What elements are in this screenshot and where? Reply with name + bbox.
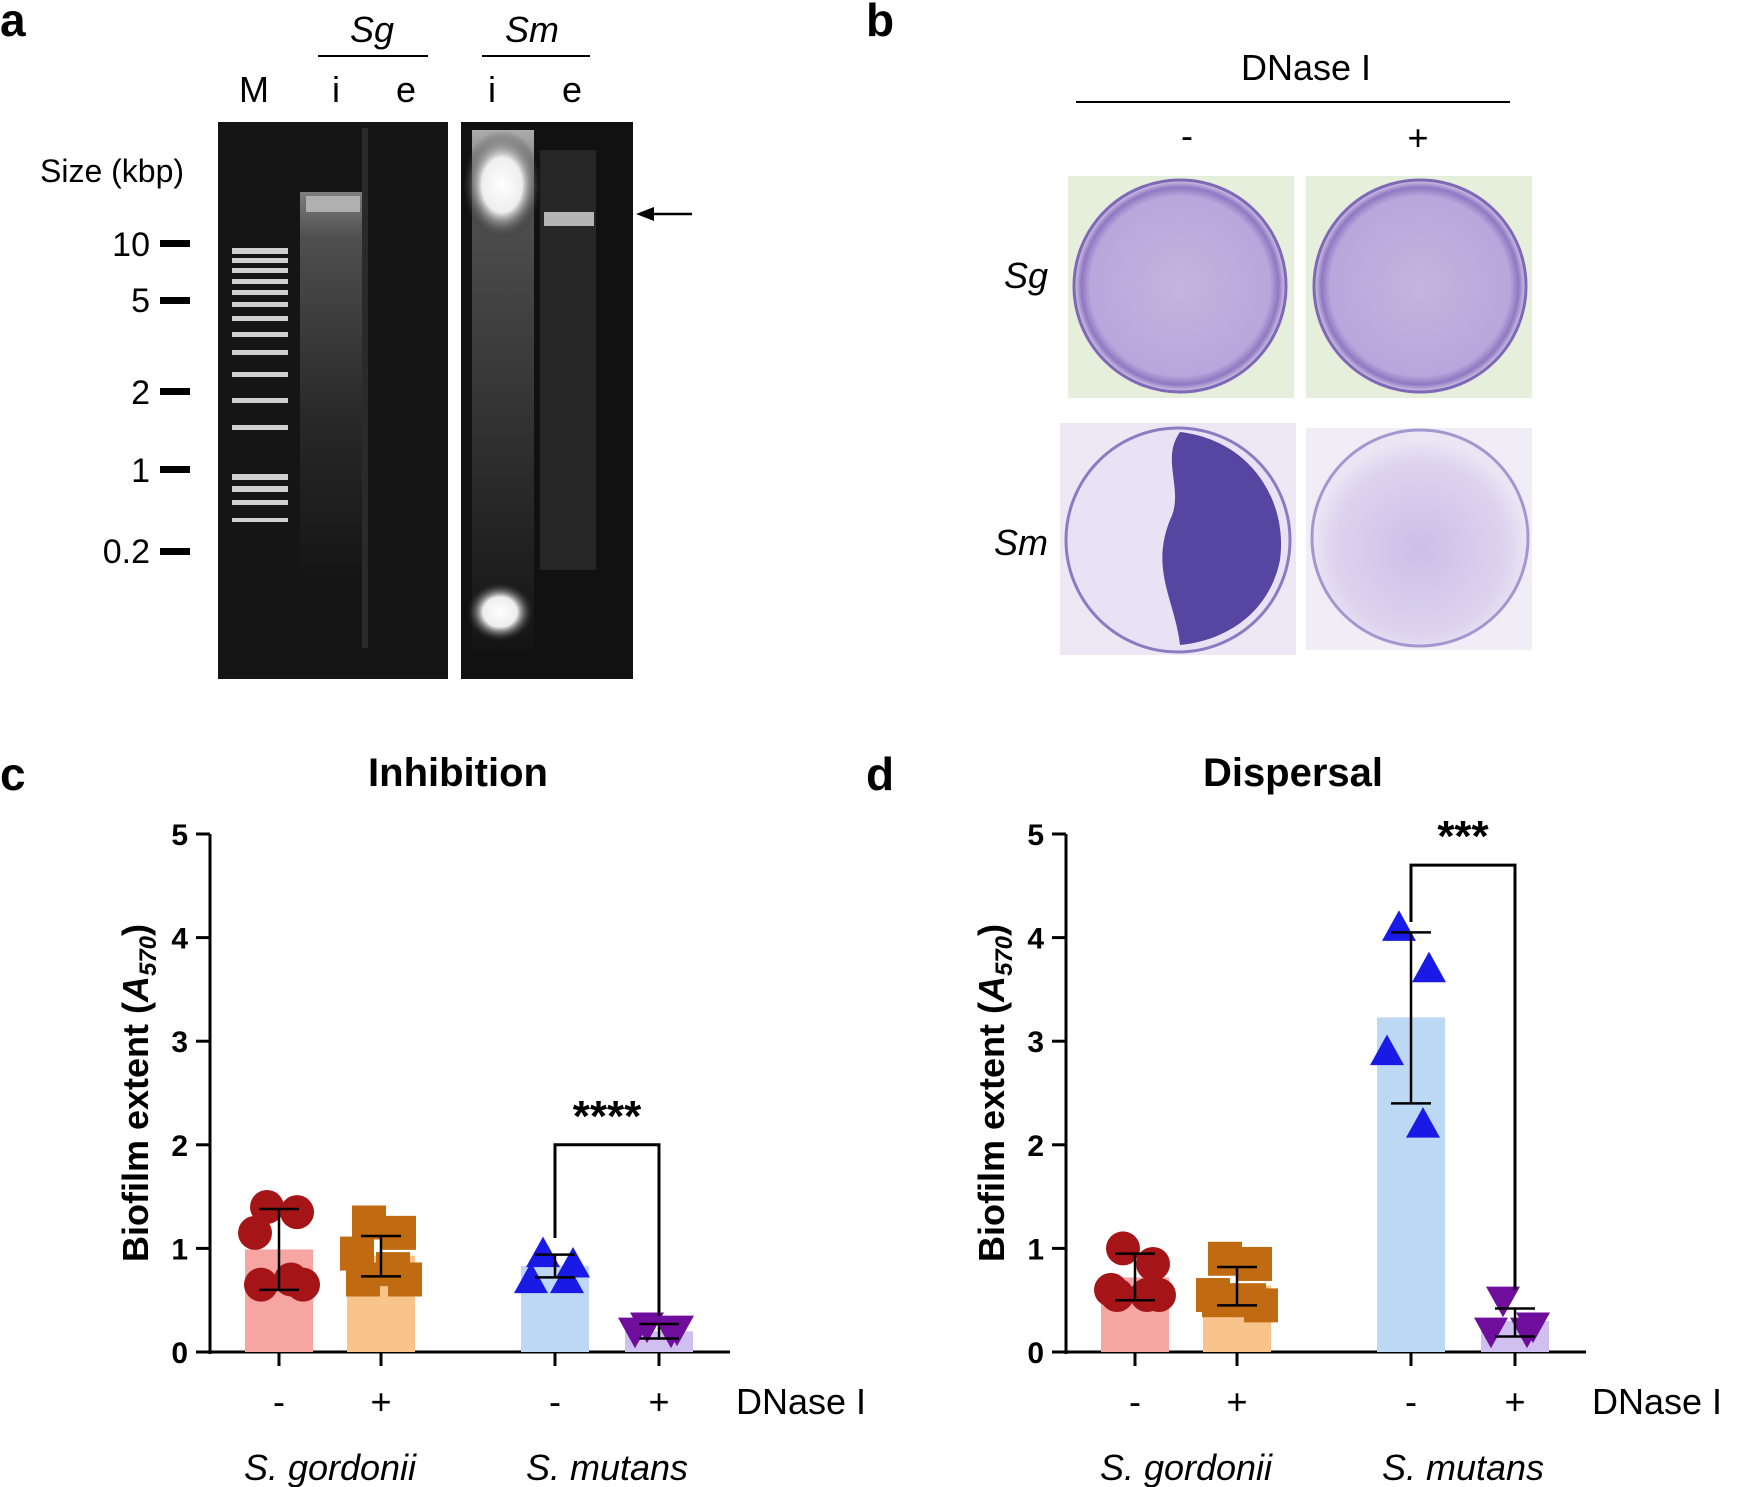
chart-title: Dispersal [1203,751,1383,795]
ladder-tick-10 [160,240,190,247]
plate-sg-plus [1306,176,1532,398]
panel-letter-d: d [866,748,894,800]
y-tick-label: 4 [171,923,188,956]
data-point [1474,1317,1508,1349]
y-tick-label: 2 [1027,1130,1044,1163]
plate-sm-minus [1060,423,1296,655]
data-point [1510,1317,1544,1349]
ladder-mark-5: 5 [131,282,150,320]
size-label: Size (kbp) [40,153,184,189]
x-tick-label: + [370,1381,391,1422]
panel-letter-b: b [866,0,894,46]
lane-label-sm-e: e [562,69,582,110]
group-label-sg: Sg [350,9,394,50]
data-point [514,1262,548,1294]
ladder-marks: 10 5 2 1 0.2 [103,226,190,571]
data-point [618,1317,652,1349]
y-tick-label: 3 [1027,1026,1044,1059]
ladder-tick-2 [160,388,190,395]
x-tick-label: - [549,1381,561,1422]
plate-row-sg: Sg [1004,255,1048,296]
data-point [286,1267,320,1302]
arrow-icon [636,207,692,221]
y-tick-label: 4 [1027,923,1044,956]
significance-label: *** [1437,812,1489,861]
plate-col-minus: - [1181,115,1193,156]
data-point [1106,1231,1140,1266]
data-point [346,1262,380,1297]
plate-row-sm: Sm [994,522,1048,563]
chart-title: Inhibition [368,751,548,795]
y-tick-label: 3 [171,1026,188,1059]
plate-sg-minus [1068,176,1294,398]
x-tick-label: - [1405,1381,1417,1422]
plate-col-plus: + [1407,117,1428,158]
dnase-axis-label: DNase I [1592,1381,1722,1422]
panel-letter-a: a [0,0,26,46]
ladder-mark-10: 10 [112,226,150,264]
ladder-mark-2: 2 [131,374,150,412]
data-point [388,1262,422,1297]
data-point [1486,1286,1520,1318]
y-axis-label: Biofilm extent (A570) [971,924,1018,1262]
panel-letter-c: c [0,748,26,800]
significance-bracket [553,1143,661,1316]
y-tick-label: 5 [171,819,188,852]
x-tick-label: + [648,1381,669,1422]
data-point [244,1267,278,1302]
data-point [1238,1246,1272,1281]
x-tick-label: - [273,1381,285,1422]
data-point [1136,1246,1170,1281]
y-tick-label: 1 [1027,1233,1044,1266]
ladder-tick-0-2 [160,548,190,555]
lane-label-m: M [239,69,269,110]
group-label-s-mutans: S. mutans [1382,1447,1544,1487]
data-point [352,1205,386,1240]
ladder-tick-1 [160,466,190,473]
data-point [280,1195,314,1230]
data-point [250,1189,284,1224]
chart-inhibition: c Inhibition Biofilm extent (A570) 0 1 2 3 4 5 - +… [0,748,866,1487]
x-tick-label: + [1226,1381,1247,1422]
data-point [238,1215,272,1250]
group-label-sm: Sm [505,9,559,50]
data-point [382,1215,416,1250]
dnase-axis-label: DNase I [736,1381,866,1422]
data-point [556,1246,590,1278]
y-axis-label: Biofilm extent (A570) [115,924,162,1262]
x-tick-label: + [1504,1381,1525,1422]
chart-dispersal: d Dispersal Biofilm extent (A570) 0 1 2 3 4 5 - + -… [866,748,1722,1487]
data-point [654,1317,688,1349]
plate-sm-plus [1306,428,1532,650]
dnase-header: DNase I [1241,47,1371,88]
y-tick-label: 0 [171,1337,188,1370]
x-tick-label: - [1129,1381,1141,1422]
data-point [526,1236,560,1268]
gel-image-sm [461,122,633,679]
significance-bracket [1409,863,1517,1290]
lane-label-sm-i: i [488,69,496,110]
ladder-mark-1: 1 [131,452,150,490]
lane-label-sg-e: e [396,69,416,110]
group-label-s-gordonii: S. gordonii [244,1447,417,1487]
y-tick-label: 1 [171,1233,188,1266]
data-point [1370,1034,1404,1066]
gel-image-sg [218,122,448,679]
ladder-tick-5 [160,297,190,304]
y-tick-label: 5 [1027,819,1044,852]
data-point [1406,1107,1440,1138]
data-point [1142,1278,1176,1313]
y-tick-label: 2 [171,1130,188,1163]
significance-label: **** [573,1092,642,1141]
data-point [1412,951,1446,983]
group-label-s-gordonii: S. gordonii [1100,1447,1273,1487]
ladder-mark-0-2: 0.2 [103,533,150,571]
y-tick-label: 0 [1027,1337,1044,1370]
group-label-s-mutans: S. mutans [526,1447,688,1487]
lane-label-sg-i: i [332,69,340,110]
data-point [1202,1283,1236,1318]
data-point [1100,1278,1134,1313]
